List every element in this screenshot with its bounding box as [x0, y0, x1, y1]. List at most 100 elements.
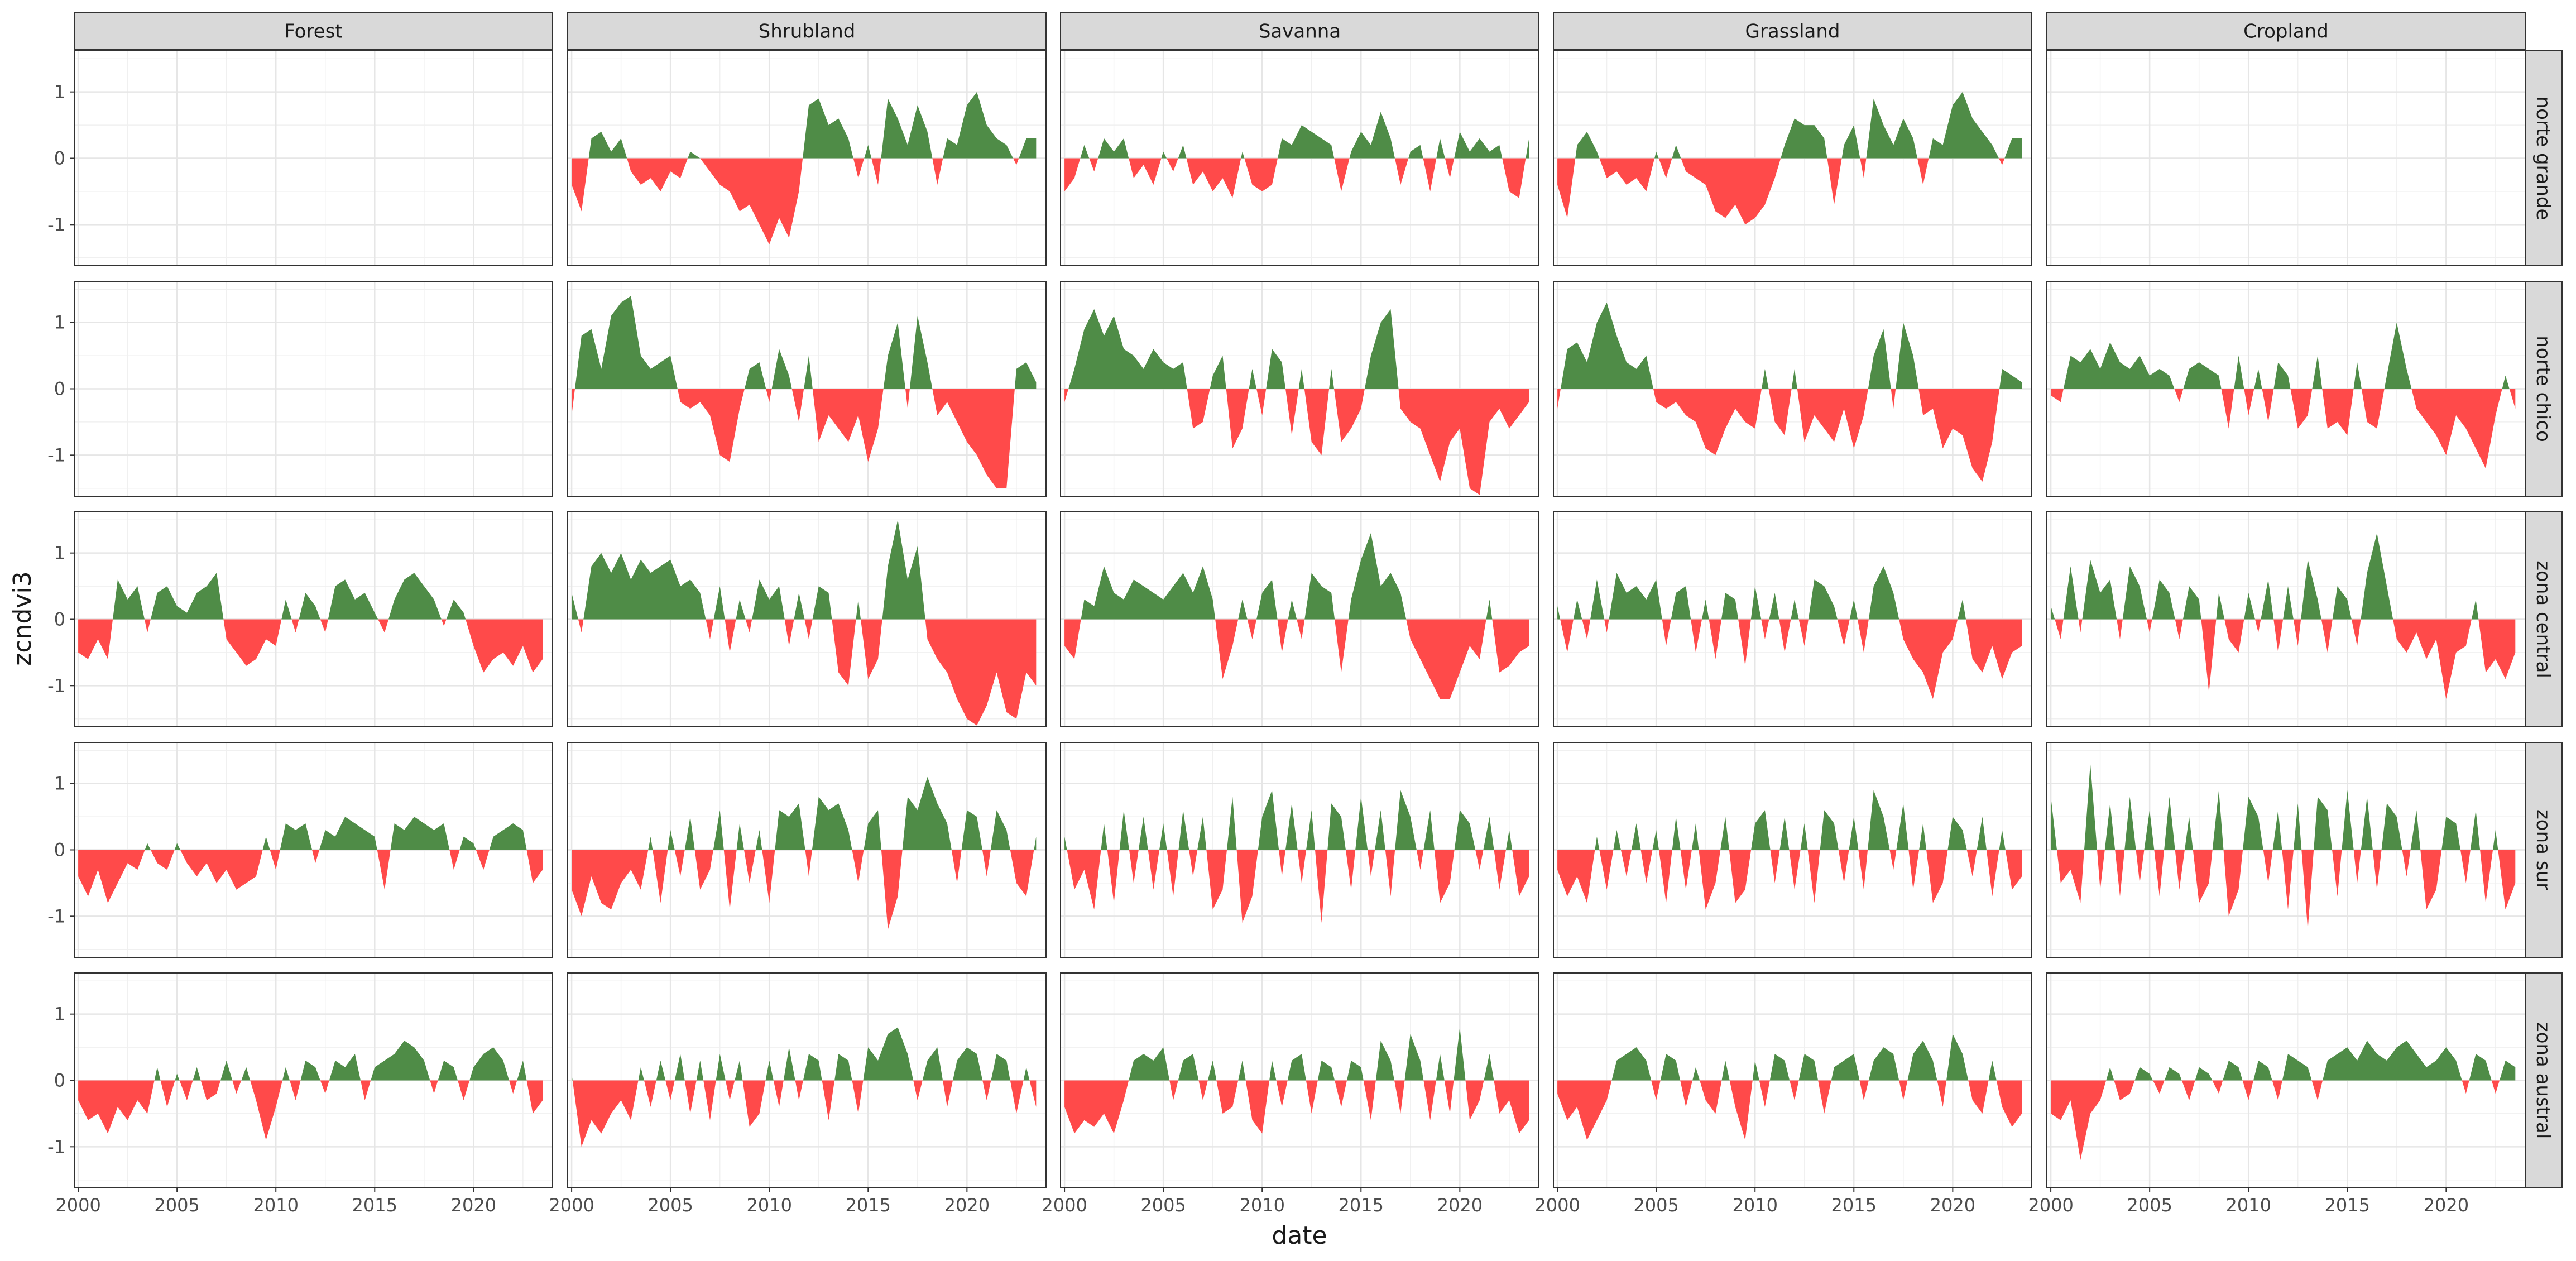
- panel-zona-austral-grassland: [1553, 972, 2032, 1188]
- panel-zona-sur-grassland: [1553, 742, 2032, 958]
- x-tick-label: 2005: [647, 1195, 693, 1216]
- x-tick-label: 2000: [1534, 1195, 1580, 1216]
- y-tick-label: -1: [47, 1136, 65, 1157]
- col-strip-label-grassland: Grassland: [1745, 21, 1840, 43]
- panel-norte-chico-cropland: [2046, 281, 2526, 497]
- x-tick-label: 2015: [1831, 1195, 1877, 1216]
- positive-area: [2051, 533, 2516, 620]
- negative-area: [572, 850, 1037, 930]
- col-strip-label-cropland: Cropland: [2243, 21, 2329, 43]
- negative-area: [2051, 389, 2516, 469]
- row-strip-label-zona-austral: zona austral: [2532, 1022, 2554, 1139]
- negative-area: [572, 619, 1037, 726]
- panel-zona-central-shrubland: [567, 511, 1047, 727]
- positive-area: [2051, 764, 2516, 850]
- panel-zona-austral-savanna: [1060, 972, 1539, 1188]
- col-strip-forest: [74, 12, 553, 50]
- panel-border: [1060, 50, 1539, 266]
- positive-area: [572, 520, 1037, 620]
- panel-border: [2046, 50, 2526, 266]
- panel-norte-chico-savanna: [1060, 281, 1539, 497]
- row-strip-label-zona-sur: zona sur: [2532, 809, 2554, 890]
- row-strip-label-norte-chico: norte chico: [2532, 335, 2554, 442]
- panel-border: [1060, 511, 1539, 727]
- negative-area: [2051, 850, 2516, 930]
- positive-area: [1557, 790, 2022, 850]
- positive-area: [2051, 322, 2516, 389]
- negative-area: [1557, 619, 2022, 699]
- panel-border: [1553, 511, 2032, 727]
- row-strip-label-norte-grande: norte grande: [2532, 97, 2554, 220]
- panel-zona-central-grassland: [1553, 511, 2032, 727]
- y-tick-label: 0: [54, 609, 65, 630]
- positive-area: [1064, 533, 1529, 620]
- x-tick-label: 2015: [2325, 1195, 2370, 1216]
- positive-area: [1557, 303, 2022, 389]
- y-tick-label: 0: [54, 148, 65, 169]
- panel-zona-austral-forest: [74, 972, 553, 1188]
- x-tick-label: 2005: [2127, 1195, 2172, 1216]
- col-strip-label-shrubland: Shrubland: [759, 21, 856, 43]
- panel-border: [567, 511, 1047, 727]
- panel-zona-sur-forest: [74, 742, 553, 958]
- x-tick-label: 2005: [154, 1195, 199, 1216]
- x-tick-label: 2000: [55, 1195, 100, 1216]
- panel-zona-central-forest: [74, 511, 553, 727]
- x-tick-label: 2020: [451, 1195, 496, 1216]
- panel-border: [2046, 742, 2526, 958]
- x-tick-label: 2015: [846, 1195, 891, 1216]
- negative-area: [2051, 619, 2516, 699]
- y-tick-label: 1: [54, 1004, 65, 1025]
- positive-area: [1557, 92, 2022, 159]
- negative-area: [572, 1080, 1037, 1147]
- panel-border: [567, 972, 1047, 1188]
- panel-border: [2046, 281, 2526, 497]
- panel-norte-chico-forest: [74, 281, 553, 497]
- panel-norte-chico-shrubland: [567, 281, 1047, 497]
- col-strip-savanna: [1060, 12, 1539, 50]
- negative-area: [1557, 389, 2022, 482]
- col-strip-cropland: [2046, 12, 2526, 50]
- positive-area: [1064, 309, 1529, 389]
- panel-zona-central-savanna: [1060, 511, 1539, 727]
- x-tick-label: 2000: [549, 1195, 594, 1216]
- y-tick-label: -1: [47, 214, 65, 235]
- y-tick-label: 1: [54, 543, 65, 564]
- positive-area: [78, 573, 543, 620]
- panel-border: [2046, 972, 2526, 1188]
- panel-border: [1553, 742, 2032, 958]
- positive-area: [78, 817, 543, 850]
- negative-area: [1064, 1080, 1529, 1134]
- positive-area: [2051, 1041, 2516, 1081]
- panel-border: [1060, 972, 1539, 1188]
- positive-area: [572, 296, 1037, 389]
- y-tick-label: 1: [54, 773, 65, 794]
- panel-zona-austral-shrubland: [567, 972, 1047, 1188]
- y-tick-label: -1: [47, 905, 65, 927]
- panel-zona-sur-shrubland: [567, 742, 1047, 958]
- negative-area: [1064, 850, 1529, 923]
- positive-area: [1557, 1034, 2022, 1081]
- panel-norte-grande-forest: [74, 50, 553, 266]
- y-tick-label: -1: [47, 675, 65, 696]
- col-strip-grassland: [1553, 12, 2032, 50]
- positive-area: [78, 1041, 543, 1081]
- x-tick-label: 2000: [1042, 1195, 1087, 1216]
- y-tick-label: 0: [54, 378, 65, 400]
- x-tick-label: 2015: [1339, 1195, 1384, 1216]
- positive-area: [1557, 566, 2022, 620]
- y-axis-title: zcndvi3: [8, 571, 37, 665]
- row-strip-norte-grande: [2525, 50, 2563, 266]
- negative-area: [78, 850, 543, 903]
- x-tick-label: 2020: [1930, 1195, 1975, 1216]
- panel-norte-grande-grassland: [1553, 50, 2032, 266]
- col-strip-label-forest: Forest: [284, 21, 342, 43]
- negative-area: [1557, 850, 2022, 910]
- panel-border: [567, 50, 1047, 266]
- x-tick-label: 2015: [352, 1195, 397, 1216]
- positive-area: [572, 92, 1037, 159]
- negative-area: [78, 1080, 543, 1140]
- positive-area: [572, 776, 1037, 850]
- negative-area: [78, 619, 543, 673]
- row-strip-label-zona-central: zona central: [2532, 560, 2554, 678]
